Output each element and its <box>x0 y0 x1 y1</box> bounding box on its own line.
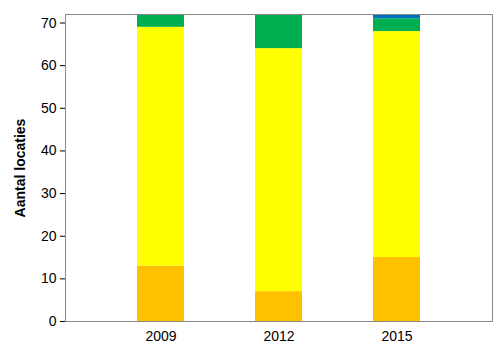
svg-text:20: 20 <box>41 228 57 244</box>
svg-text:2012: 2012 <box>263 328 294 344</box>
svg-text:30: 30 <box>41 185 57 201</box>
svg-text:50: 50 <box>41 100 57 116</box>
svg-text:60: 60 <box>41 57 57 73</box>
svg-text:2015: 2015 <box>381 328 412 344</box>
svg-text:40: 40 <box>41 142 57 158</box>
svg-text:0: 0 <box>49 313 57 329</box>
svg-text:2009: 2009 <box>145 328 176 344</box>
svg-text:70: 70 <box>41 15 57 31</box>
svg-text:Aantal locaties: Aantal locaties <box>12 118 28 217</box>
svg-text:10: 10 <box>41 270 57 286</box>
